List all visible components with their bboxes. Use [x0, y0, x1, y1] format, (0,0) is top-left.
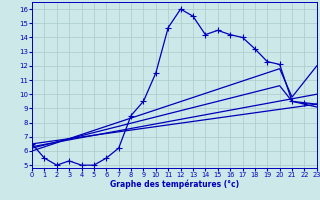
X-axis label: Graphe des températures (°c): Graphe des températures (°c) — [110, 180, 239, 189]
